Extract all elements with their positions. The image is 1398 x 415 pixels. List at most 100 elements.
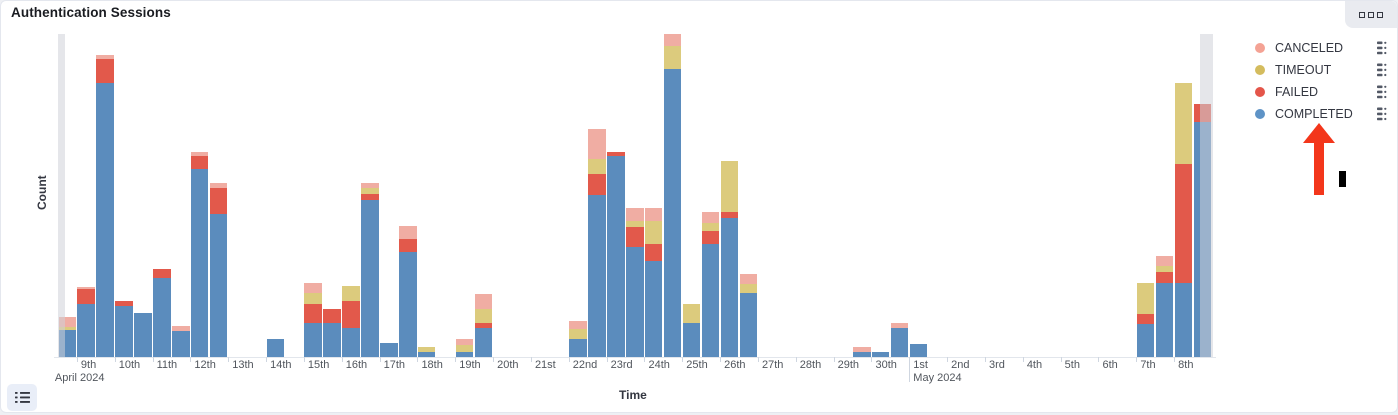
bar-segment-canceled[interactable] bbox=[739, 274, 758, 284]
bar-segment-completed[interactable] bbox=[172, 331, 190, 357]
stacked-bar[interactable] bbox=[588, 129, 606, 357]
bar-segment-failed[interactable] bbox=[1193, 104, 1212, 122]
bar-segment-canceled[interactable] bbox=[474, 294, 493, 309]
bar-segment-canceled[interactable] bbox=[701, 212, 720, 223]
bar-segment-canceled[interactable] bbox=[399, 226, 417, 239]
bar-segment-completed[interactable] bbox=[607, 156, 625, 357]
bar-segment-failed[interactable] bbox=[701, 231, 720, 244]
bar-segment-completed[interactable] bbox=[361, 200, 379, 357]
bar-segment-canceled[interactable] bbox=[626, 208, 644, 221]
legend-actions-button[interactable] bbox=[1375, 107, 1389, 121]
bar-segment-completed[interactable] bbox=[190, 169, 209, 357]
bar-segment-completed[interactable] bbox=[209, 214, 228, 357]
legend-item-failed[interactable]: FAILED bbox=[1251, 81, 1389, 103]
bar-segment-failed[interactable] bbox=[720, 212, 739, 218]
stacked-bar[interactable] bbox=[96, 55, 114, 357]
bar-segment-timeout[interactable] bbox=[304, 293, 322, 304]
legend-item-completed[interactable]: COMPLETED bbox=[1251, 103, 1389, 125]
stacked-bar[interactable] bbox=[399, 226, 417, 357]
bar-segment-failed[interactable] bbox=[1155, 272, 1174, 283]
stacked-bar[interactable] bbox=[455, 339, 474, 357]
bar-segment-timeout[interactable] bbox=[682, 304, 701, 323]
bar-segment-failed[interactable] bbox=[115, 301, 133, 306]
bar-segment-canceled[interactable] bbox=[58, 317, 77, 327]
bar-segment-completed[interactable] bbox=[853, 352, 871, 357]
bar-segment-timeout[interactable] bbox=[417, 347, 436, 352]
legend-toggle-button[interactable] bbox=[7, 384, 37, 411]
bar-segment-timeout[interactable] bbox=[701, 223, 720, 231]
bar-segment-completed[interactable] bbox=[134, 313, 152, 357]
stacked-bar[interactable] bbox=[663, 34, 682, 357]
bar-segment-timeout[interactable] bbox=[739, 284, 758, 293]
stacked-bar[interactable] bbox=[720, 161, 739, 357]
bar-segment-failed[interactable] bbox=[588, 174, 606, 195]
bar-segment-timeout[interactable] bbox=[644, 221, 663, 244]
bar-segment-completed[interactable] bbox=[399, 252, 417, 357]
bar-segment-canceled[interactable] bbox=[172, 326, 190, 331]
bar-segment-completed[interactable] bbox=[1193, 122, 1212, 357]
panel-options-button[interactable] bbox=[1345, 1, 1397, 28]
stacked-bar[interactable] bbox=[134, 313, 152, 357]
bar-segment-failed[interactable] bbox=[607, 152, 625, 156]
bar-segment-failed[interactable] bbox=[1174, 164, 1193, 283]
bar-segment-canceled[interactable] bbox=[77, 287, 95, 289]
legend-actions-button[interactable] bbox=[1375, 85, 1389, 99]
bar-segment-canceled[interactable] bbox=[569, 321, 587, 329]
stacked-bar[interactable] bbox=[153, 269, 171, 357]
bar-segment-completed[interactable] bbox=[1155, 283, 1174, 357]
bar-segment-timeout[interactable] bbox=[361, 188, 379, 194]
bar-segment-failed[interactable] bbox=[96, 59, 114, 83]
bar-segment-timeout[interactable] bbox=[720, 161, 739, 212]
bar-segment-timeout[interactable] bbox=[626, 221, 644, 227]
bar-segment-failed[interactable] bbox=[323, 309, 341, 323]
bar-segment-failed[interactable] bbox=[77, 289, 95, 304]
bar-segment-timeout[interactable] bbox=[1155, 266, 1174, 272]
bar-segment-failed[interactable] bbox=[342, 301, 360, 328]
bar-segment-failed[interactable] bbox=[626, 227, 644, 247]
bar-segment-failed[interactable] bbox=[153, 269, 171, 278]
bar-segment-timeout[interactable] bbox=[663, 46, 682, 69]
bar-segment-completed[interactable] bbox=[890, 328, 909, 357]
bar-segment-completed[interactable] bbox=[115, 306, 133, 357]
stacked-bar[interactable] bbox=[323, 309, 341, 357]
bar-segment-canceled[interactable] bbox=[890, 323, 909, 328]
stacked-bar[interactable] bbox=[209, 183, 228, 357]
bar-segment-timeout[interactable] bbox=[58, 327, 77, 330]
stacked-bar[interactable] bbox=[172, 326, 190, 357]
bar-segment-failed[interactable] bbox=[190, 156, 209, 169]
stacked-bar[interactable] bbox=[304, 283, 322, 357]
stacked-bar[interactable] bbox=[569, 321, 587, 357]
bar-segment-completed[interactable] bbox=[1174, 283, 1193, 357]
bar-segment-completed[interactable] bbox=[701, 244, 720, 357]
bar-segment-completed[interactable] bbox=[1136, 324, 1155, 357]
bar-segment-completed[interactable] bbox=[739, 293, 758, 357]
stacked-bar[interactable] bbox=[626, 208, 644, 357]
bar-segment-completed[interactable] bbox=[266, 339, 285, 357]
bar-segment-timeout[interactable] bbox=[588, 159, 606, 174]
stacked-bar[interactable] bbox=[58, 317, 77, 357]
stacked-bar[interactable] bbox=[380, 343, 398, 357]
stacked-bar[interactable] bbox=[474, 294, 493, 357]
bar-segment-canceled[interactable] bbox=[455, 339, 474, 345]
bar-segment-completed[interactable] bbox=[153, 278, 171, 357]
stacked-bar[interactable] bbox=[115, 301, 133, 357]
bar-segment-completed[interactable] bbox=[380, 343, 398, 357]
bar-segment-failed[interactable] bbox=[209, 188, 228, 214]
stacked-bar[interactable] bbox=[739, 274, 758, 357]
stacked-bar[interactable] bbox=[607, 152, 625, 357]
bar-segment-completed[interactable] bbox=[474, 328, 493, 357]
bar-segment-canceled[interactable] bbox=[588, 129, 606, 159]
bar-segment-canceled[interactable] bbox=[663, 34, 682, 46]
stacked-bar[interactable] bbox=[1155, 256, 1174, 357]
bar-segment-completed[interactable] bbox=[569, 339, 587, 357]
bar-segment-failed[interactable] bbox=[361, 194, 379, 200]
bar-segment-timeout[interactable] bbox=[1174, 83, 1193, 164]
bar-segment-completed[interactable] bbox=[871, 352, 890, 357]
bar-segment-failed[interactable] bbox=[399, 239, 417, 252]
bar-segment-completed[interactable] bbox=[58, 330, 77, 357]
bar-segment-canceled[interactable] bbox=[209, 183, 228, 188]
legend-item-timeout[interactable]: TIMEOUT bbox=[1251, 59, 1389, 81]
stacked-bar[interactable] bbox=[417, 347, 436, 357]
bar-segment-completed[interactable] bbox=[644, 261, 663, 357]
bar-segment-canceled[interactable] bbox=[96, 55, 114, 59]
